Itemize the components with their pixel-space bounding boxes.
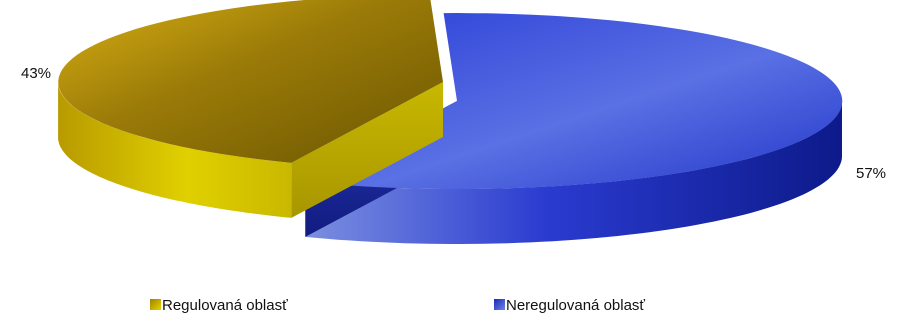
pie-slice-top [305, 13, 843, 190]
data-label-regulated: 43% [21, 65, 51, 82]
pie-slice-side [58, 83, 292, 218]
pie-slice-side [305, 101, 842, 244]
legend-label: Neregulovaná oblasť [506, 297, 645, 314]
legend-item-unregulated: Neregulovaná oblasť [494, 297, 645, 314]
data-label-unregulated: 57% [856, 165, 886, 182]
pie-slice-top [58, 0, 443, 163]
pie-slice-regulated [58, 0, 443, 218]
legend-item-regulated: Regulovaná oblasť [150, 297, 288, 314]
legend-swatch [150, 299, 161, 310]
pie-slice-cut-face [291, 82, 443, 218]
legend-swatch [494, 299, 505, 310]
legend-label: Regulovaná oblasť [162, 297, 288, 314]
legend: Regulovaná oblasť Neregulovaná oblasť [150, 297, 645, 314]
